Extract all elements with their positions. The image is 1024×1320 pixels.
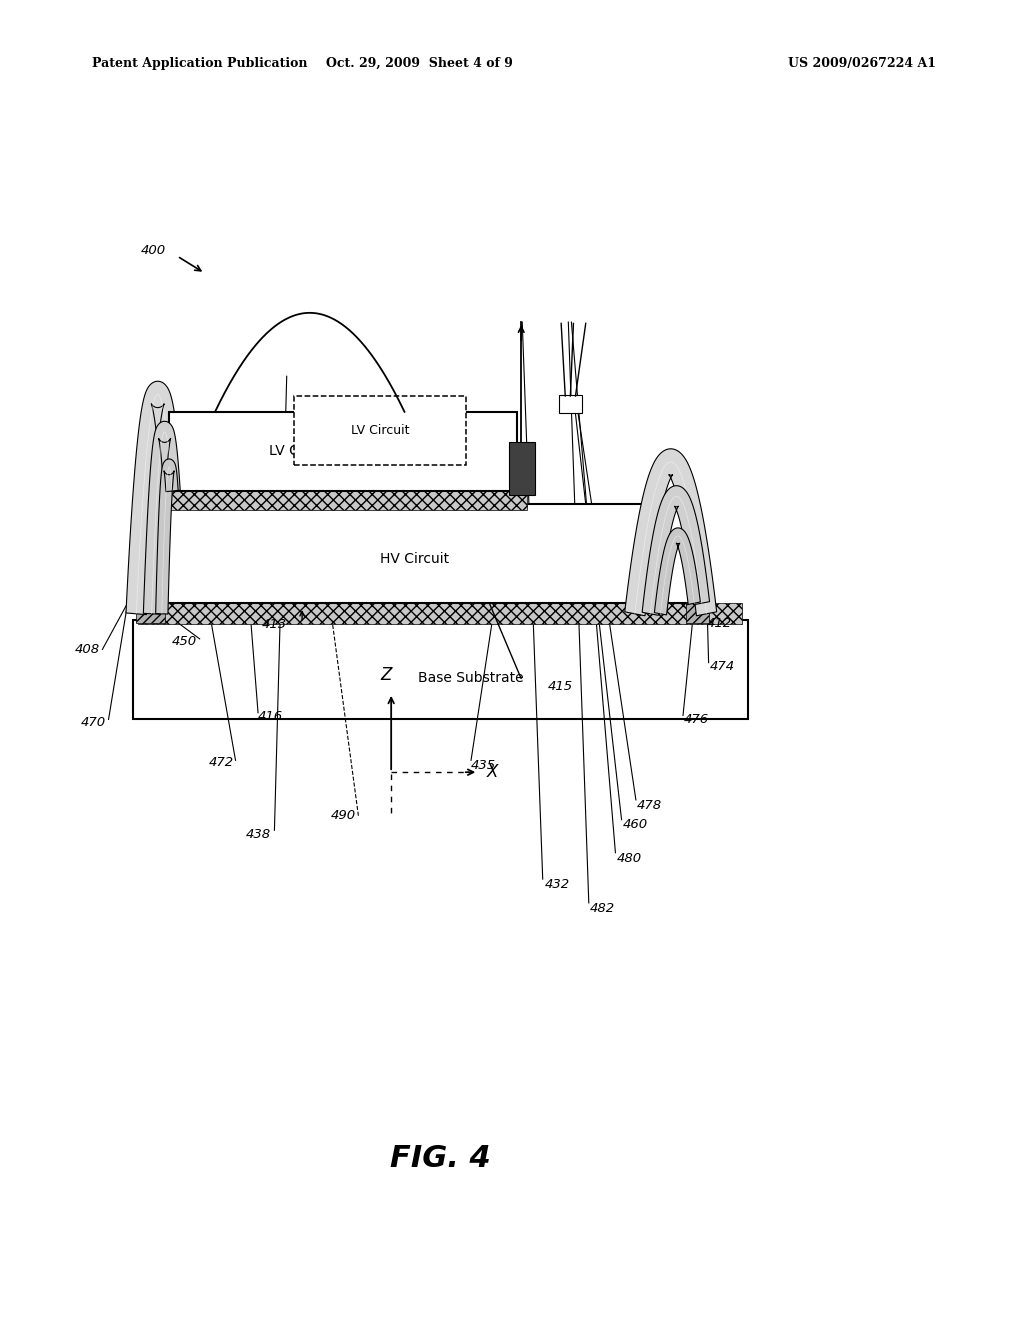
Text: 412: 412 (707, 616, 732, 630)
Text: 450: 450 (171, 635, 197, 648)
Text: Patent Application Publication: Patent Application Publication (92, 57, 307, 70)
Text: Z: Z (380, 665, 392, 684)
Bar (294, 396, 466, 465)
Bar (136, 602, 165, 623)
Bar (159, 504, 691, 603)
Bar (164, 491, 527, 510)
Text: 432: 432 (545, 878, 570, 891)
Text: 476: 476 (684, 713, 710, 726)
Text: 482: 482 (590, 902, 615, 915)
Text: 416: 416 (258, 710, 284, 723)
Text: 415: 415 (548, 680, 573, 693)
Text: LV Circuit: LV Circuit (268, 445, 334, 458)
Bar (559, 395, 582, 413)
Text: 480: 480 (616, 851, 642, 865)
Polygon shape (143, 421, 180, 614)
Text: 400: 400 (140, 244, 166, 257)
Text: 408: 408 (75, 643, 100, 656)
Text: 460: 460 (623, 818, 648, 832)
Text: Base Substrate: Base Substrate (418, 671, 524, 685)
Bar (686, 602, 709, 623)
Text: LV Circuit: LV Circuit (350, 424, 410, 437)
Polygon shape (156, 459, 178, 614)
Text: 478: 478 (637, 799, 663, 812)
Text: 402: 402 (167, 556, 193, 569)
Text: 435: 435 (471, 759, 497, 772)
Text: 490: 490 (331, 809, 356, 822)
Text: 413: 413 (261, 618, 287, 631)
Polygon shape (126, 381, 182, 615)
Bar (509, 442, 535, 495)
Text: X: X (486, 763, 498, 781)
Bar (169, 412, 517, 491)
Text: 474: 474 (710, 660, 735, 673)
Text: 438: 438 (246, 828, 271, 841)
Text: 472: 472 (208, 756, 233, 770)
Bar (138, 603, 742, 624)
Bar (133, 620, 748, 719)
Text: 470: 470 (80, 715, 105, 729)
Polygon shape (625, 449, 717, 616)
Text: HV Circuit: HV Circuit (380, 552, 449, 566)
Text: FIG. 4: FIG. 4 (390, 1144, 490, 1173)
Text: Oct. 29, 2009  Sheet 4 of 9: Oct. 29, 2009 Sheet 4 of 9 (327, 57, 513, 70)
Polygon shape (642, 486, 710, 615)
Text: US 2009/0267224 A1: US 2009/0267224 A1 (788, 57, 937, 70)
Polygon shape (654, 528, 700, 615)
